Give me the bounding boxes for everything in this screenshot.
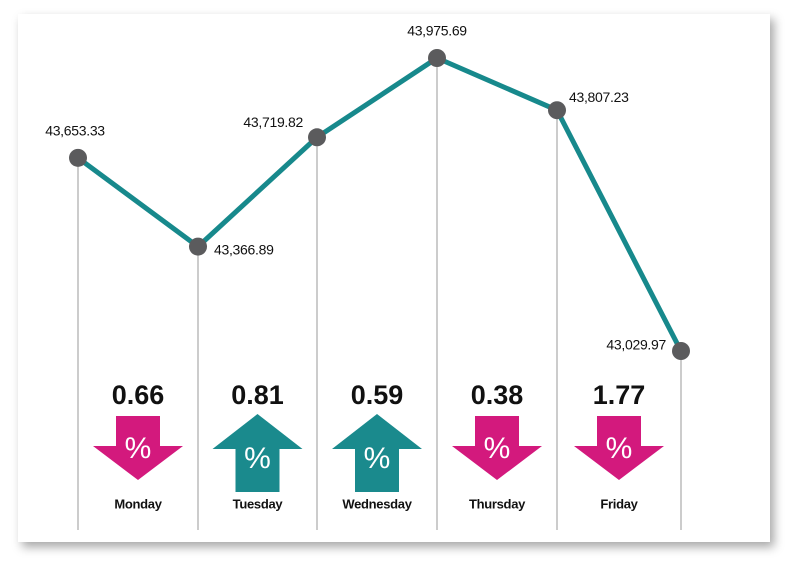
change-arrow [212, 414, 303, 492]
point-label: 43,029.97 [606, 337, 666, 353]
point [672, 342, 690, 360]
day-name: Tuesday [233, 496, 284, 511]
percent-sign: % [244, 442, 271, 475]
index-line [76, 55, 684, 353]
point-label: 43,975.69 [407, 23, 467, 39]
point [548, 101, 566, 120]
percent-sign: % [484, 432, 511, 465]
day-name: Wednesday [342, 496, 412, 511]
percent-sign: % [606, 432, 633, 465]
point [428, 49, 446, 67]
change-value: 0.59 [351, 380, 404, 410]
point [69, 148, 87, 167]
percent-sign: % [364, 442, 391, 475]
point [308, 128, 326, 147]
change-value: 1.77 [593, 380, 646, 410]
change-arrow [452, 416, 542, 480]
day-name: Friday [600, 496, 638, 511]
point-label: 43,366.89 [214, 241, 274, 257]
change-arrow [93, 416, 183, 480]
day-name: Thursday [469, 496, 526, 511]
percent-sign: % [125, 432, 152, 465]
change-arrow [574, 416, 664, 480]
point [189, 237, 207, 256]
point-label: 43,807.23 [569, 89, 629, 105]
change-arrow [332, 414, 422, 492]
point-label: 43,719.82 [243, 114, 303, 130]
change-value: 0.66 [112, 380, 165, 410]
change-value: 0.38 [471, 380, 524, 410]
change-value: 0.81 [231, 380, 284, 410]
point-label: 43,653.33 [45, 123, 105, 139]
day-name: Monday [114, 496, 162, 511]
